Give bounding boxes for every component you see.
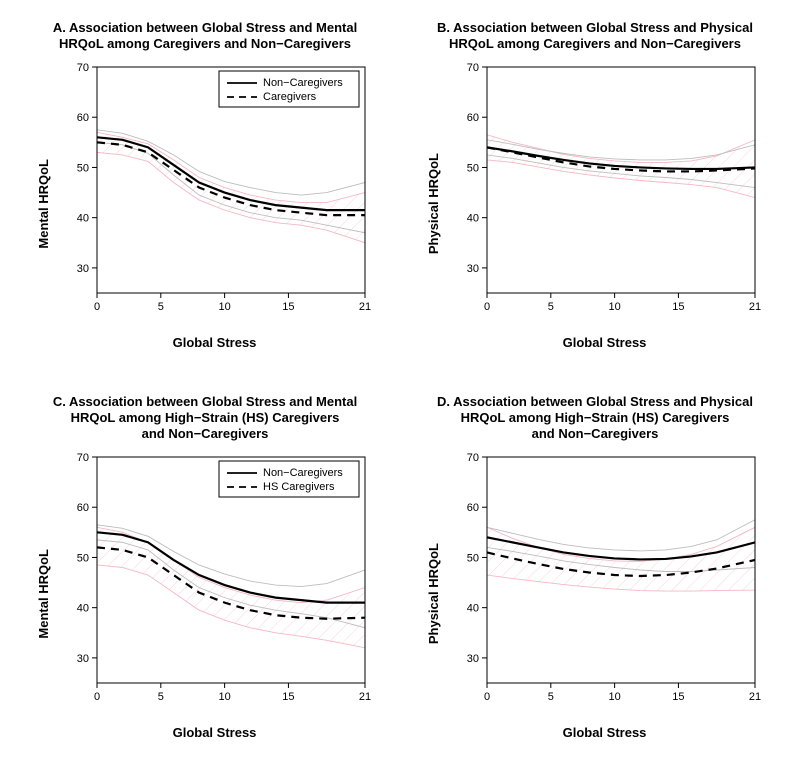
y-axis-label: Mental HRQoL <box>36 549 51 639</box>
axis-box <box>97 67 365 293</box>
legend-item-2: Caregivers <box>263 91 317 103</box>
chart-svg: 0 5 10 15 21 30 40 50 60 70 Non−Caregivers Caregive… <box>55 59 375 329</box>
legend-item-2: HS Caregivers <box>263 481 335 493</box>
y-tick-label: 70 <box>466 62 478 74</box>
x-tick-label: 5 <box>547 301 553 313</box>
ci-band-series2 <box>97 132 365 242</box>
chart-wrap: Mental HRQoL 0 5 10 15 21 30 40 50 60 70 Non−Caregi… <box>36 59 375 350</box>
y-tick-label: 60 <box>466 502 478 514</box>
x-tick-label: 21 <box>358 691 370 703</box>
x-tick-label: 0 <box>483 301 489 313</box>
x-tick-label: 5 <box>157 691 163 703</box>
x-tick-label: 5 <box>157 301 163 313</box>
chart-svg: 0 5 10 15 21 30 40 50 60 70 <box>445 59 765 329</box>
chart-wrap: Mental HRQoL 0 5 10 15 21 30 40 50 60 70 Non−Caregi… <box>36 449 375 740</box>
y-tick-label: 30 <box>76 652 88 664</box>
y-axis-label: Physical HRQoL <box>426 153 441 254</box>
legend: Non−Caregivers Caregivers <box>219 71 359 107</box>
y-tick-label: 60 <box>76 502 88 514</box>
x-tick-label: 10 <box>218 691 230 703</box>
x-tick-label: 15 <box>282 301 294 313</box>
panel-title: D. Association between Global Stress and… <box>437 394 753 443</box>
panel-D: D. Association between Global Stress and… <box>410 394 780 740</box>
x-tick-label: 15 <box>672 301 684 313</box>
y-tick-label: 30 <box>76 262 88 274</box>
y-tick-label: 50 <box>76 162 88 174</box>
y-tick-label: 30 <box>466 262 478 274</box>
y-tick-label: 40 <box>466 602 478 614</box>
x-tick-label: 0 <box>93 301 99 313</box>
y-tick-label: 50 <box>76 552 88 564</box>
x-tick-label: 21 <box>748 301 760 313</box>
chart-wrap: Physical HRQoL 0 5 10 15 21 30 40 50 60 70 Global S… <box>426 449 765 740</box>
legend: Non−Caregivers HS Caregivers <box>219 461 359 497</box>
x-tick-label: 21 <box>358 301 370 313</box>
panel-title: C. Association between Global Stress and… <box>53 394 357 443</box>
x-tick-label: 15 <box>672 691 684 703</box>
x-axis-label: Global Stress <box>445 725 765 740</box>
y-tick-label: 70 <box>466 452 478 464</box>
x-tick-label: 10 <box>608 691 620 703</box>
y-tick-label: 40 <box>76 602 88 614</box>
y-tick-label: 50 <box>466 552 478 564</box>
x-tick-label: 10 <box>218 301 230 313</box>
y-tick-label: 40 <box>76 212 88 224</box>
chart-svg: 0 5 10 15 21 30 40 50 60 70 Non−Caregivers HS Careg… <box>55 449 375 719</box>
chart-svg: 0 5 10 15 21 30 40 50 60 70 <box>445 449 765 719</box>
y-axis-label: Mental HRQoL <box>36 159 51 249</box>
panel-A: A. Association between Global Stress and… <box>20 20 390 366</box>
panel-B: B. Association between Global Stress and… <box>410 20 780 366</box>
chart-wrap: Physical HRQoL 0 5 10 15 21 30 40 50 60 70 Global S… <box>426 59 765 350</box>
y-tick-label: 70 <box>76 62 88 74</box>
y-tick-label: 40 <box>466 212 478 224</box>
legend-item-1: Non−Caregivers <box>263 77 343 89</box>
panel-C: C. Association between Global Stress and… <box>20 394 390 740</box>
x-tick-label: 0 <box>483 691 489 703</box>
x-axis-label: Global Stress <box>445 335 765 350</box>
x-axis-label: Global Stress <box>55 725 375 740</box>
panel-title: A. Association between Global Stress and… <box>53 20 357 53</box>
y-axis-label: Physical HRQoL <box>426 543 441 644</box>
x-tick-label: 15 <box>282 691 294 703</box>
x-tick-label: 5 <box>547 691 553 703</box>
legend-item-1: Non−Caregivers <box>263 467 343 479</box>
x-tick-label: 0 <box>93 691 99 703</box>
x-axis-label: Global Stress <box>55 335 375 350</box>
x-tick-label: 21 <box>748 691 760 703</box>
panel-title: B. Association between Global Stress and… <box>437 20 753 53</box>
y-tick-label: 60 <box>76 112 88 124</box>
y-tick-label: 60 <box>466 112 478 124</box>
y-tick-label: 50 <box>466 162 478 174</box>
y-tick-label: 30 <box>466 652 478 664</box>
y-tick-label: 70 <box>76 452 88 464</box>
x-tick-label: 10 <box>608 301 620 313</box>
